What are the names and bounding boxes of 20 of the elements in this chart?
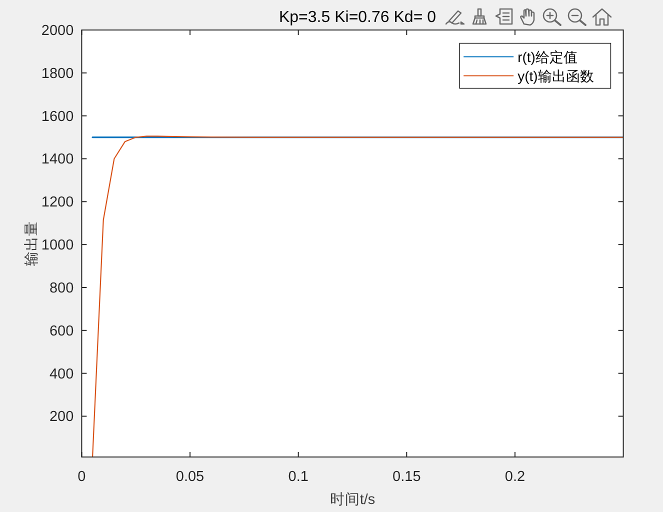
y-tick-label: 200 (49, 409, 74, 426)
y-axis-title: 输出量 (23, 221, 40, 266)
y-tick-label: 1000 (41, 238, 74, 254)
x-axis-title: 时间t/s (330, 491, 376, 508)
x-tick-label: 0.2 (504, 469, 526, 485)
y-tick-label: 800 (49, 280, 74, 296)
legend-label: r(t)给定值 (518, 48, 578, 65)
y-tick-label: 1200 (41, 194, 74, 211)
y-tick-label: 600 (49, 323, 74, 340)
x-tick-label: 0 (78, 469, 86, 485)
y-tick-label: 1400 (41, 152, 74, 168)
y-tick-label: 1600 (41, 108, 74, 125)
x-tick-label: 0.05 (176, 469, 204, 485)
chart-title: Kp=3.5 Ki=0.76 Kd= 0 (278, 9, 436, 26)
x-tick-label: 0.1 (288, 469, 308, 485)
legend-label: y(t)输出函数 (518, 68, 594, 84)
x-tick-label: 0.15 (392, 469, 421, 485)
y-tick-label: 400 (49, 366, 74, 382)
y-tick-label: 2000 (41, 23, 74, 39)
y-tick-label: 1800 (41, 66, 74, 82)
